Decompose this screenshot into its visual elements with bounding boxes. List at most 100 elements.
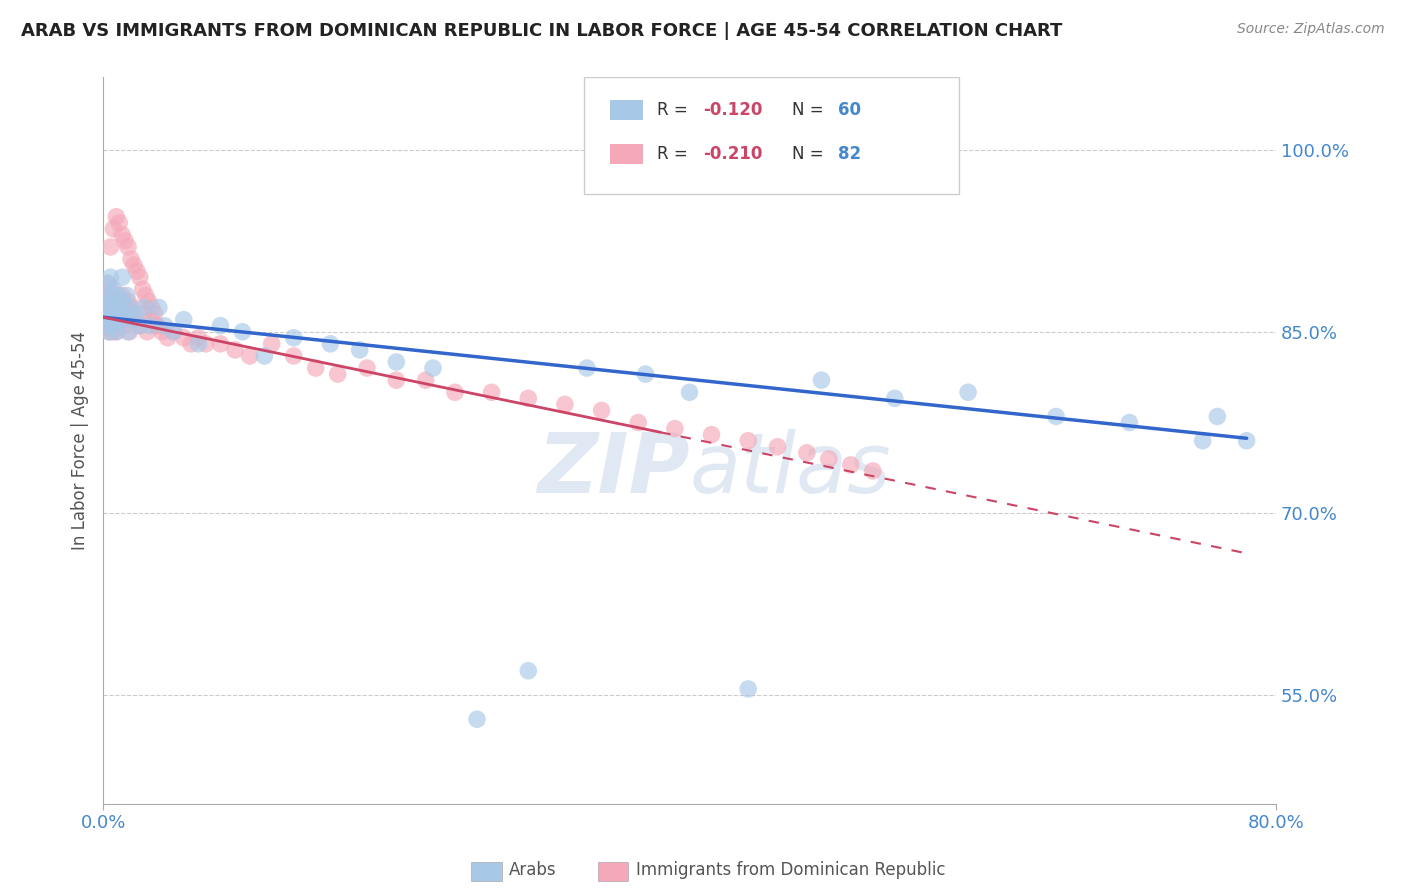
Point — [98, 307, 121, 321]
Point — [209, 318, 232, 333]
Point — [111, 227, 134, 242]
Point — [105, 210, 128, 224]
Point — [957, 385, 980, 400]
Text: N =: N = — [792, 101, 828, 120]
Point — [817, 451, 839, 466]
Point — [94, 288, 117, 302]
Point — [1206, 409, 1229, 424]
Point — [444, 385, 467, 400]
Point — [148, 301, 170, 315]
Point — [162, 325, 184, 339]
Text: atlas: atlas — [689, 429, 891, 510]
Point — [627, 416, 650, 430]
Point — [105, 325, 128, 339]
Text: R =: R = — [657, 101, 693, 120]
Point — [96, 277, 118, 291]
Point — [153, 318, 176, 333]
Point — [98, 325, 121, 339]
Point — [124, 312, 146, 326]
Text: ARAB VS IMMIGRANTS FROM DOMINICAN REPUBLIC IN LABOR FORCE | AGE 45-54 CORRELATIO: ARAB VS IMMIGRANTS FROM DOMINICAN REPUBL… — [21, 22, 1063, 40]
Point — [101, 301, 124, 315]
Point — [100, 294, 122, 309]
Point — [136, 325, 159, 339]
Point — [96, 294, 118, 309]
FancyBboxPatch shape — [583, 78, 959, 194]
Point — [104, 318, 127, 333]
Point — [121, 301, 143, 315]
Point — [118, 325, 141, 339]
Point — [128, 270, 150, 285]
FancyBboxPatch shape — [610, 100, 643, 120]
Point — [664, 421, 686, 435]
Point — [143, 307, 166, 321]
Point — [517, 392, 540, 406]
Point — [283, 349, 305, 363]
Point — [105, 301, 128, 315]
Point — [145, 318, 167, 333]
Point — [481, 385, 503, 400]
Point — [117, 325, 139, 339]
Text: N =: N = — [792, 145, 828, 162]
Point — [114, 307, 136, 321]
Point — [554, 397, 576, 411]
Point — [465, 712, 488, 726]
Point — [319, 336, 342, 351]
Point — [108, 301, 131, 315]
Point — [1191, 434, 1213, 448]
Point — [110, 312, 132, 326]
Point — [700, 427, 723, 442]
Point — [139, 318, 162, 333]
Point — [356, 361, 378, 376]
Point — [118, 301, 141, 315]
Point — [103, 301, 125, 315]
Point — [591, 403, 613, 417]
Point — [422, 361, 444, 376]
Point — [121, 312, 143, 326]
Point — [98, 307, 121, 321]
Point — [349, 343, 371, 357]
Text: R =: R = — [657, 145, 693, 162]
Point — [1045, 409, 1067, 424]
FancyBboxPatch shape — [610, 144, 643, 164]
Point — [1236, 434, 1258, 448]
Point — [839, 458, 862, 472]
Point — [209, 336, 232, 351]
Point — [103, 222, 125, 236]
Point — [124, 307, 146, 321]
Point — [135, 288, 157, 302]
Point — [162, 325, 184, 339]
Point — [132, 282, 155, 296]
Point — [173, 312, 195, 326]
Point — [260, 336, 283, 351]
Point — [187, 336, 209, 351]
Text: Arabs: Arabs — [509, 861, 557, 879]
Point — [253, 349, 276, 363]
Point — [138, 294, 160, 309]
Point — [115, 312, 138, 326]
Point — [104, 294, 127, 309]
Point — [103, 318, 125, 333]
Point — [94, 312, 117, 326]
Point — [100, 270, 122, 285]
Point — [415, 373, 437, 387]
Point — [111, 270, 134, 285]
Y-axis label: In Labor Force | Age 45-54: In Labor Force | Age 45-54 — [72, 331, 89, 550]
Point — [94, 301, 117, 315]
Point — [134, 307, 156, 321]
Point — [125, 264, 148, 278]
Point — [114, 301, 136, 315]
Point — [114, 234, 136, 248]
Point — [105, 307, 128, 321]
Point — [1118, 416, 1140, 430]
Point — [187, 331, 209, 345]
Point — [239, 349, 262, 363]
Point — [173, 331, 195, 345]
Point — [111, 288, 134, 302]
Point — [862, 464, 884, 478]
Point — [103, 294, 125, 309]
Point — [141, 301, 163, 315]
Point — [98, 325, 121, 339]
Point — [107, 288, 129, 302]
Point — [385, 355, 408, 369]
Point — [180, 336, 202, 351]
